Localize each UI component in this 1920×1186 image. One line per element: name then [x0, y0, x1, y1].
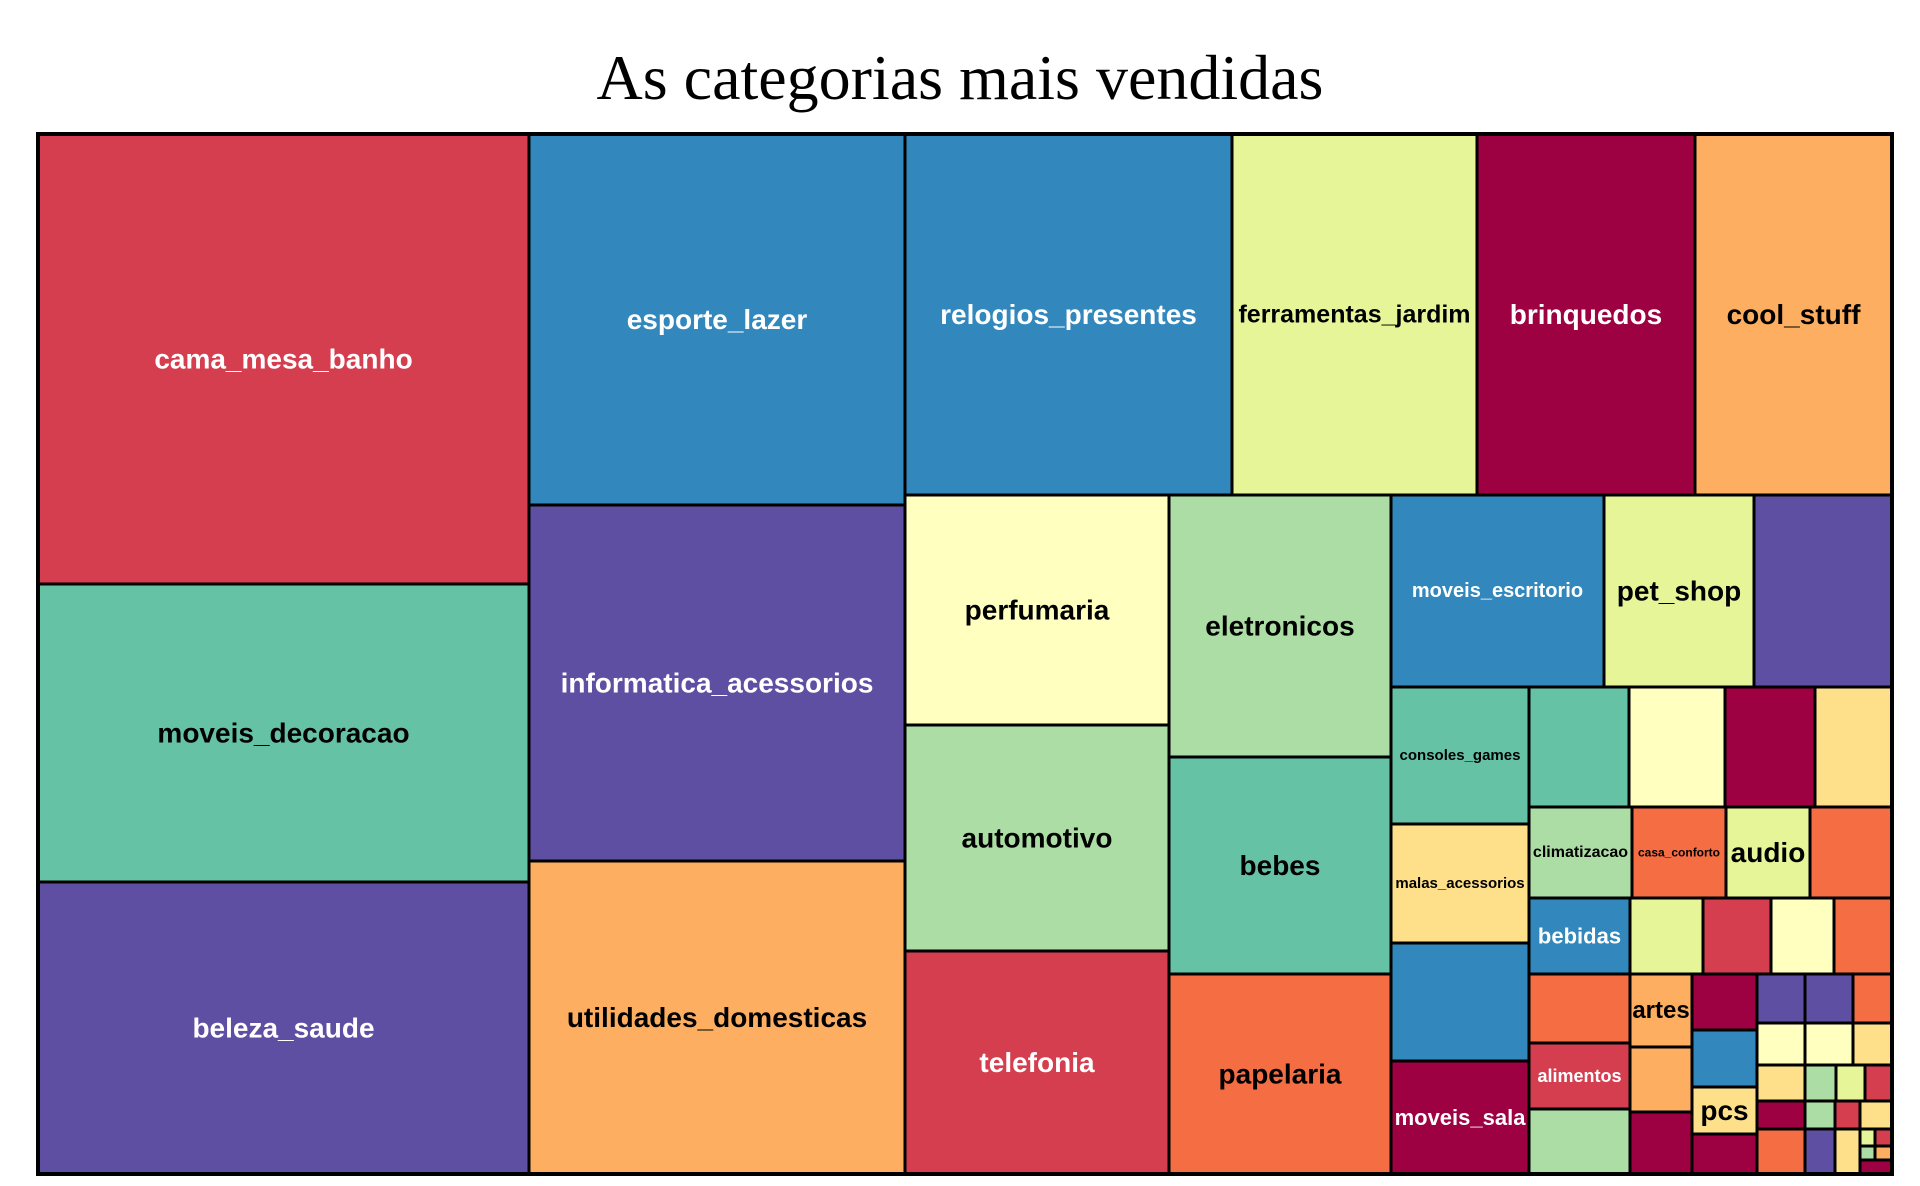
treemap-cell-50	[1755, 1021, 1807, 1067]
treemap-cell-51	[1803, 1021, 1855, 1067]
treemap-cell-65	[1873, 1127, 1894, 1148]
treemap-cell-63	[1833, 1127, 1862, 1176]
treemap-cell-24	[1527, 685, 1632, 809]
treemap-cell-brinquedos	[1475, 132, 1697, 497]
treemap-cell-brinquedos-label: brinquedos	[1510, 299, 1662, 330]
treemap-cell-43	[1628, 1110, 1694, 1176]
treemap-cell-19	[1752, 493, 1894, 689]
treemap-cell-eletronicos-label: eletronicos	[1205, 611, 1354, 642]
treemap-cell-pcs-label: pcs	[1700, 1095, 1748, 1126]
treemap-cell-malas-acessorios-label: malas_acessorios	[1395, 875, 1524, 892]
treemap-cell-42	[1628, 1045, 1694, 1114]
treemap-cell-casa-conforto	[1630, 805, 1728, 900]
treemap-border	[36, 132, 1894, 1176]
treemap-cell-alimentos	[1527, 1041, 1632, 1111]
treemap-cell-beleza-saude-label: beleza_saude	[192, 1013, 374, 1044]
treemap-cell-68	[1858, 1158, 1894, 1176]
treemap-cell-41	[1690, 972, 1759, 1032]
treemap-cell-perfumaria-label: perfumaria	[965, 595, 1110, 626]
treemap-cell-25	[1627, 685, 1727, 809]
treemap-cell-alimentos-label: alimentos	[1537, 1066, 1621, 1086]
treemap-cell-58	[1803, 1099, 1837, 1131]
treemap-cell-54	[1803, 1063, 1838, 1103]
treemap-cell-55	[1834, 1063, 1867, 1103]
treemap-cell-pet-shop-label: pet_shop	[1617, 576, 1741, 607]
treemap-cell-eletronicos	[1167, 493, 1393, 759]
treemap-cell-34	[1701, 896, 1773, 976]
treemap-cell-beleza-saude	[36, 880, 531, 1176]
treemap-cell-39	[1527, 1107, 1632, 1176]
treemap-cell-33	[1628, 896, 1705, 976]
treemap-cell-49	[1851, 972, 1894, 1025]
treemap-cell-35	[1769, 896, 1836, 976]
treemap-cell-bebidas	[1527, 896, 1632, 976]
treemap-cell-52	[1851, 1021, 1894, 1067]
treemap-cell-consoles-games-label: consoles_games	[1400, 747, 1521, 764]
treemap-cell-relogios-presentes-label: relogios_presentes	[940, 299, 1197, 330]
treemap-cell-moveis-sala	[1389, 1059, 1531, 1176]
treemap-cell-66	[1858, 1144, 1877, 1162]
treemap-cell-automotivo-label: automotivo	[962, 823, 1113, 854]
treemap-cell-67	[1873, 1144, 1894, 1162]
treemap-cell-59	[1833, 1099, 1862, 1131]
treemap-cell-relogios-presentes	[903, 132, 1234, 497]
treemap-cell-47	[1755, 972, 1807, 1025]
treemap-cell-cool-stuff-label: cool_stuff	[1727, 299, 1861, 330]
treemap-cell-44	[1690, 1028, 1759, 1089]
treemap-cell-utilidades-domesticas-label: utilidades_domesticas	[567, 1002, 867, 1033]
treemap-cell-pet-shop	[1602, 493, 1756, 689]
treemap-cell-audio-label: audio	[1731, 837, 1806, 868]
treemap-cell-26	[1723, 685, 1817, 809]
treemap-cell-ferramentas-jardim	[1230, 132, 1479, 497]
treemap-cell-bebes-label: bebes	[1240, 850, 1321, 881]
treemap-cell-esporte-lazer-label: esporte_lazer	[627, 304, 808, 335]
chart-title: As categorias mais vendidas	[596, 42, 1324, 113]
treemap-cell-60	[1858, 1099, 1894, 1131]
treemap-cell-64	[1858, 1127, 1877, 1148]
treemap-cell-artes-label: artes	[1632, 997, 1689, 1024]
treemap-cell-31	[1808, 805, 1894, 900]
treemap-cell-bebes	[1167, 755, 1393, 976]
treemap-cell-esporte-lazer	[527, 132, 907, 507]
treemap-cell-climatizacao-label: climatizacao	[1533, 844, 1628, 861]
treemap-cell-moveis-escritorio-label: moveis_escritorio	[1412, 580, 1583, 602]
treemap-cell-moveis-decoracao-label: moveis_decoracao	[157, 718, 409, 749]
treemap-cell-37	[1527, 972, 1632, 1045]
treemap-cell-moveis-sala-label: moveis_sala	[1395, 1105, 1527, 1130]
treemap-cell-ferramentas-jardim-label: ferramentas_jardim	[1238, 301, 1470, 329]
treemap-cell-cama-mesa-banho-label: cama_mesa_banho	[154, 344, 412, 375]
treemap-cell-48	[1803, 972, 1855, 1025]
treemap-cell-cama-mesa-banho	[36, 132, 531, 586]
treemap-cell-53	[1755, 1063, 1807, 1103]
treemap-cell-telefonia	[903, 949, 1171, 1176]
treemap-cell-62	[1803, 1127, 1837, 1176]
treemap-cell-27	[1813, 685, 1894, 809]
treemap-cell-telefonia-label: telefonia	[979, 1047, 1095, 1078]
treemap-cell-57	[1755, 1099, 1807, 1131]
treemap-cell-22	[1389, 941, 1531, 1063]
treemap-cell-informatica-acessorios-label: informatica_acessorios	[561, 668, 874, 699]
treemap-cell-audio	[1724, 805, 1812, 900]
treemap-cell-56	[1863, 1063, 1894, 1103]
treemap-cell-papelaria	[1167, 972, 1393, 1176]
treemap-cell-61	[1755, 1127, 1807, 1176]
treemap-cell-consoles-games	[1389, 685, 1531, 826]
treemap-cell-36	[1832, 896, 1894, 976]
treemap-cell-46	[1690, 1132, 1759, 1176]
treemap-cell-bebidas-label: bebidas	[1538, 924, 1621, 949]
treemap-cell-casa-conforto-label: casa_conforto	[1638, 846, 1720, 860]
treemap-cell-moveis-decoracao	[36, 582, 531, 884]
treemap-cell-automotivo	[903, 723, 1171, 953]
treemap-cell-moveis-escritorio	[1389, 493, 1606, 689]
treemap-cell-papelaria-label: papelaria	[1219, 1059, 1342, 1090]
